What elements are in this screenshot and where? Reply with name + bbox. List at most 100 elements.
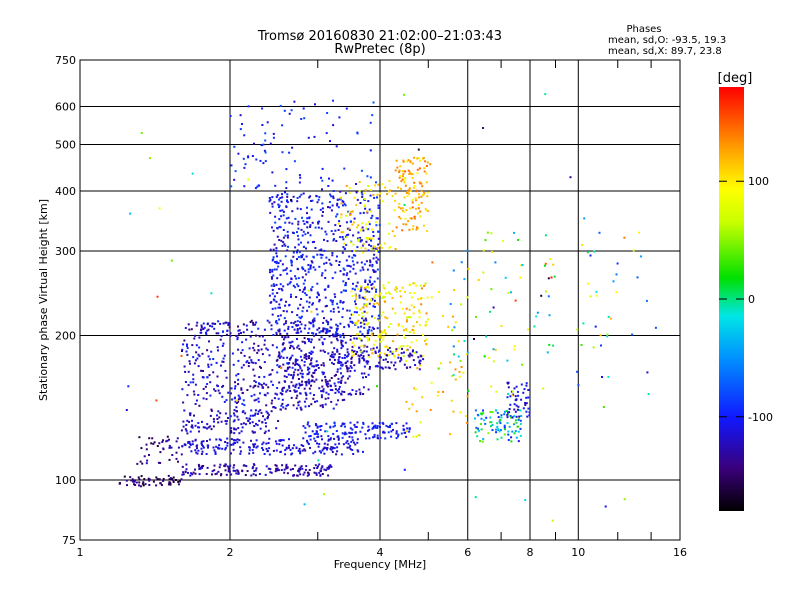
- data-point: [411, 350, 414, 353]
- data-point: [425, 209, 428, 212]
- data-point: [355, 285, 358, 288]
- data-point: [405, 400, 408, 403]
- data-point: [257, 400, 260, 403]
- data-point: [276, 227, 279, 230]
- data-point: [398, 347, 401, 350]
- data-point: [482, 409, 484, 412]
- data-point: [321, 330, 324, 333]
- data-point: [326, 385, 329, 388]
- data-point: [347, 442, 350, 445]
- data-point: [402, 159, 405, 162]
- data-point: [271, 270, 274, 273]
- data-point: [202, 370, 204, 372]
- data-point: [190, 450, 193, 453]
- data-point: [638, 231, 641, 234]
- data-point: [459, 411, 462, 414]
- data-point: [189, 412, 192, 415]
- data-point: [276, 235, 279, 238]
- data-point: [421, 287, 423, 290]
- data-point: [329, 193, 332, 196]
- data-point: [535, 315, 538, 318]
- data-point: [308, 371, 311, 374]
- data-point: [403, 181, 406, 184]
- data-point: [293, 474, 296, 477]
- data-point: [267, 429, 270, 432]
- data-point: [316, 282, 319, 285]
- x-tick-label: 10: [571, 546, 585, 559]
- data-point: [401, 229, 404, 232]
- data-point: [340, 231, 343, 234]
- data-point: [378, 355, 381, 358]
- data-point: [404, 217, 407, 220]
- data-point: [425, 312, 428, 315]
- data-point: [388, 426, 391, 429]
- data-point: [194, 424, 197, 427]
- data-point: [459, 359, 462, 362]
- data-point: [252, 346, 255, 349]
- data-point: [213, 469, 216, 472]
- data-point: [417, 157, 420, 160]
- data-point: [261, 421, 264, 424]
- data-point: [251, 421, 254, 424]
- data-point: [297, 256, 300, 259]
- data-point: [390, 422, 393, 425]
- data-point: [525, 382, 528, 385]
- data-point: [425, 172, 428, 175]
- data-point: [200, 328, 203, 331]
- data-point: [454, 378, 457, 381]
- data-point: [232, 466, 235, 469]
- data-point: [391, 195, 394, 198]
- data-point: [232, 420, 235, 423]
- data-point: [516, 408, 519, 411]
- data-point: [414, 364, 417, 366]
- data-point: [305, 247, 307, 250]
- data-point: [271, 171, 274, 174]
- data-point: [413, 217, 416, 220]
- data-point: [405, 307, 408, 310]
- data-point: [368, 290, 371, 293]
- data-point: [215, 361, 218, 364]
- data-point: [238, 439, 241, 442]
- data-point: [254, 409, 257, 412]
- data-point: [302, 230, 305, 233]
- data-point: [374, 245, 376, 248]
- data-point: [405, 422, 408, 425]
- data-point: [372, 245, 375, 248]
- data-point: [301, 290, 304, 293]
- data-point: [279, 356, 281, 359]
- data-point: [309, 226, 312, 228]
- data-point: [248, 347, 251, 350]
- data-point: [345, 214, 348, 217]
- data-point: [253, 349, 256, 352]
- data-point: [237, 418, 240, 421]
- data-point: [495, 390, 498, 393]
- data-point: [354, 425, 357, 428]
- data-point: [423, 284, 426, 287]
- data-point: [362, 421, 365, 424]
- data-point: [189, 414, 192, 417]
- data-point: [349, 444, 352, 447]
- data-point: [388, 190, 391, 193]
- data-point: [208, 374, 211, 377]
- data-point: [313, 380, 316, 383]
- data-point: [437, 391, 440, 393]
- data-point: [302, 220, 305, 223]
- data-point: [365, 336, 368, 339]
- data-point: [224, 321, 227, 324]
- data-point: [250, 409, 253, 412]
- data-point: [322, 321, 325, 324]
- data-point: [415, 435, 418, 438]
- data-point: [304, 279, 306, 282]
- data-point: [308, 367, 311, 370]
- data-point: [452, 345, 455, 348]
- data-point: [389, 323, 392, 325]
- data-point: [490, 385, 493, 388]
- data-point: [251, 430, 254, 433]
- data-point: [296, 231, 298, 234]
- data-point: [548, 314, 551, 317]
- data-point: [314, 464, 317, 467]
- data-point: [499, 419, 502, 421]
- data-point: [322, 388, 325, 391]
- data-point: [290, 293, 292, 296]
- data-point: [259, 159, 262, 162]
